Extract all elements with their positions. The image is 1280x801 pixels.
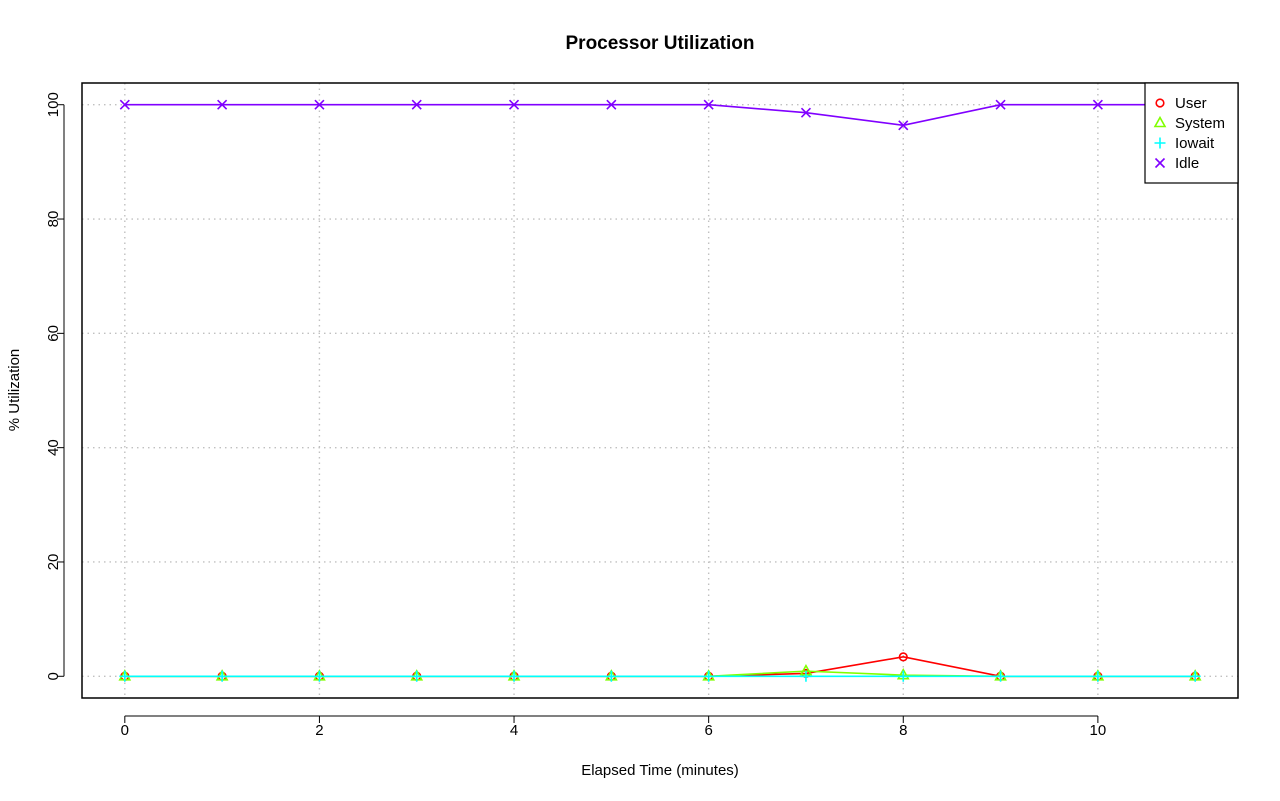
data-point-idle: [119, 99, 130, 110]
y-tick-label: 20: [45, 554, 62, 571]
data-point-idle: [800, 107, 812, 118]
legend-label-iowait: Iowait: [1175, 135, 1215, 152]
data-point-iowait: [508, 670, 520, 682]
legend-label-user: User: [1175, 95, 1207, 112]
x-tick-label: 8: [899, 722, 907, 739]
data-point-idle: [314, 99, 325, 110]
y-tick-label: 40: [45, 439, 62, 456]
data-point-idle: [1092, 99, 1103, 110]
legend-label-idle: Idle: [1175, 155, 1199, 172]
data-point-iowait: [800, 670, 812, 682]
data-point-iowait: [1092, 670, 1104, 682]
y-tick-label: 0: [45, 672, 62, 680]
data-point-idle: [217, 99, 228, 110]
data-point-idle: [606, 99, 617, 110]
x-tick-label: 2: [315, 722, 323, 739]
legend-marker-iowait: [1154, 137, 1166, 149]
legend-marker-user: [1155, 98, 1165, 108]
data-point-iowait: [703, 670, 715, 682]
x-tick-label: 6: [704, 722, 712, 739]
plot-frame: [81, 82, 1239, 699]
y-tick-label: 60: [45, 325, 62, 342]
y-axis-label: % Utilization: [6, 349, 23, 432]
data-point-iowait: [411, 670, 423, 682]
data-point-idle: [508, 99, 520, 110]
data-point-iowait: [119, 670, 131, 682]
data-point-iowait: [216, 670, 228, 682]
x-tick-label: 10: [1090, 722, 1107, 739]
y-tick-label: 100: [45, 92, 62, 117]
data-point-iowait: [605, 670, 617, 682]
legend-label-system: System: [1175, 115, 1225, 132]
data-point-user: [898, 652, 908, 662]
data-point-idle: [995, 99, 1006, 110]
data-point-idle: [898, 120, 909, 131]
x-axis-label: Elapsed Time (minutes): [581, 762, 739, 779]
legend-marker-idle: [1154, 157, 1166, 169]
data-point-idle: [703, 99, 714, 110]
x-tick-label: 0: [121, 722, 129, 739]
series-line-idle: [124, 103, 1196, 127]
y-tick-label: 80: [45, 211, 62, 228]
legend-marker-system: [1153, 115, 1167, 128]
x-tick-label: 4: [510, 722, 518, 739]
data-point-iowait: [995, 670, 1007, 682]
series-layer: [118, 99, 1202, 682]
series-idle: [119, 99, 1201, 131]
legend: User System Iowait Idle: [1144, 82, 1239, 184]
data-point-iowait: [313, 670, 325, 682]
data-point-idle: [411, 99, 422, 110]
data-point-iowait: [897, 670, 909, 682]
chart-title: Processor Utilization: [566, 33, 755, 54]
data-point-iowait: [1189, 670, 1201, 682]
series-iowait: [119, 670, 1201, 682]
